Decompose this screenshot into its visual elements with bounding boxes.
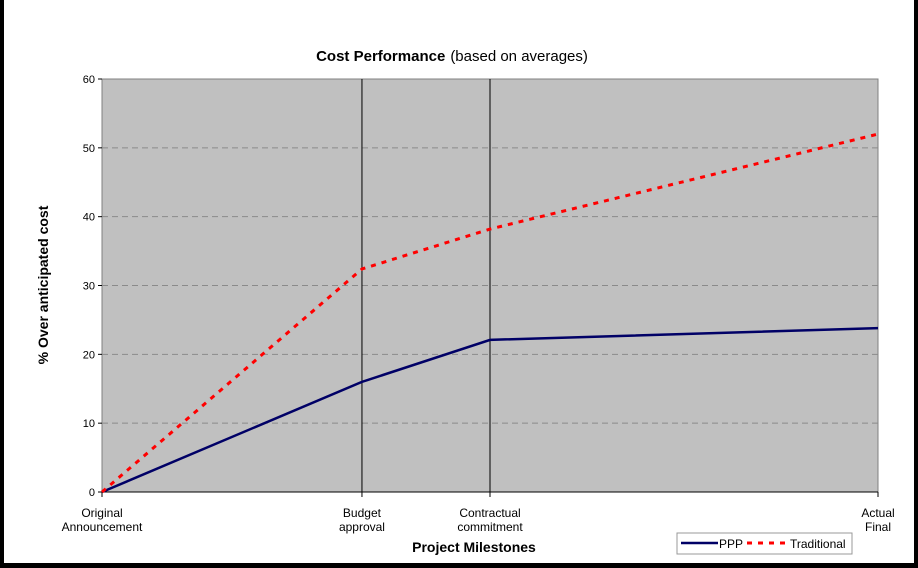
y-axis-label: % Over anticipated cost [35,205,51,364]
y-tick-label: 50 [83,143,95,155]
x-tick-label: Announcement [62,520,143,534]
chart-title: Cost Performance (based on averages) [316,48,588,65]
y-tick-label: 60 [83,74,95,86]
legend-traditional-label: Traditional [790,537,846,551]
x-tick-label: Original [81,506,122,520]
legend: PPP Traditional [676,532,853,555]
y-tick-label: 0 [89,487,95,499]
y-tick-label: 10 [83,418,95,430]
x-tick-label: commitment [457,520,523,534]
y-tick-label: 40 [83,212,95,224]
x-tick-label: Contractual [459,506,520,520]
y-tick-label: 20 [83,349,95,361]
x-axis-label: Project Milestones [412,539,536,555]
series-line-traditional [101,132,879,494]
x-tick-label: Actual [861,506,894,520]
x-tick-label: Budget [343,506,382,520]
x-tick-label: approval [339,520,385,534]
legend-ppp-label: PPP [719,537,743,551]
y-tick-label: 30 [83,281,95,293]
series-line-ppp [101,326,879,494]
x-tick-label: Final [865,520,891,534]
